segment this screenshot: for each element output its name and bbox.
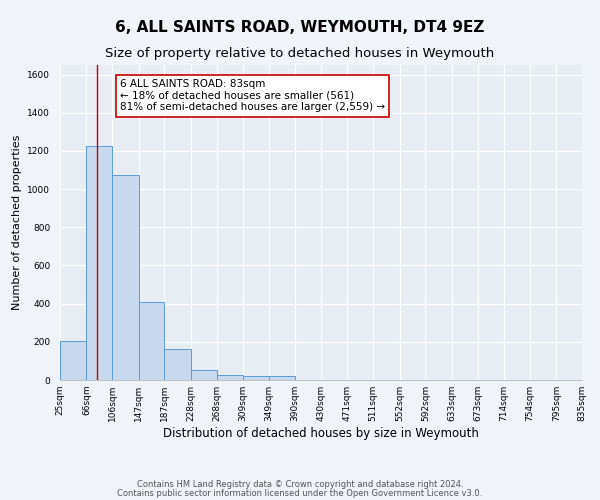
Bar	[243, 376, 269, 380]
Bar	[139, 302, 164, 380]
Text: Size of property relative to detached houses in Weymouth: Size of property relative to detached ho…	[106, 48, 494, 60]
Bar	[86, 146, 112, 380]
Text: Contains public sector information licensed under the Open Government Licence v3: Contains public sector information licen…	[118, 488, 482, 498]
Bar	[269, 376, 295, 380]
Bar	[217, 375, 243, 380]
Bar	[60, 341, 86, 380]
Bar	[112, 175, 139, 380]
Text: Contains HM Land Registry data © Crown copyright and database right 2024.: Contains HM Land Registry data © Crown c…	[137, 480, 463, 489]
Text: 6, ALL SAINTS ROAD, WEYMOUTH, DT4 9EZ: 6, ALL SAINTS ROAD, WEYMOUTH, DT4 9EZ	[115, 20, 485, 35]
Y-axis label: Number of detached properties: Number of detached properties	[12, 135, 22, 310]
X-axis label: Distribution of detached houses by size in Weymouth: Distribution of detached houses by size …	[163, 427, 479, 440]
Bar	[164, 350, 191, 380]
Text: 6 ALL SAINTS ROAD: 83sqm
← 18% of detached houses are smaller (561)
81% of semi-: 6 ALL SAINTS ROAD: 83sqm ← 18% of detach…	[120, 79, 385, 112]
Bar	[191, 370, 217, 380]
